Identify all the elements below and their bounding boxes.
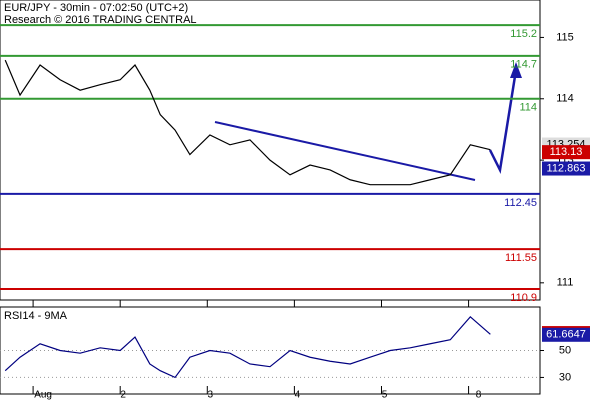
x-tick-label: 4: [295, 390, 301, 400]
price-label: 113.13: [550, 146, 583, 158]
x-tick-label: Aug: [34, 390, 52, 400]
y-tick-label: 50: [559, 344, 571, 356]
price-label-box: [542, 327, 590, 342]
price-label-box: [542, 161, 590, 176]
level-label: 114.7: [510, 59, 537, 71]
arrow-head: [510, 62, 522, 78]
price-line: [4, 59, 491, 186]
chart-subtitle: Research © 2016 TRADING CENTRAL: [4, 14, 197, 26]
chart-title: EUR/JPY - 30min - 07:02:50 (UTC+2): [4, 2, 188, 14]
x-tick-label: 2: [120, 390, 126, 400]
price-label: 61.6647: [546, 329, 586, 341]
x-tick-label: 8: [476, 390, 482, 400]
y-tick-label: 111: [557, 277, 574, 289]
trend-line: [214, 121, 476, 181]
level-label: 114: [519, 102, 537, 114]
forecast-arrow: [488, 69, 518, 175]
x-tick-label: 5: [382, 390, 388, 400]
price-line: [4, 315, 491, 379]
level-label: 110.9: [510, 292, 537, 304]
rsi-title: RSI14 - 9MA: [4, 310, 68, 322]
price-frame: [0, 0, 541, 301]
level-label: 112.45: [504, 197, 537, 209]
y-tick-label: 115: [556, 31, 574, 43]
y-tick-label: 114: [556, 93, 574, 105]
price-label-box: [542, 145, 590, 160]
y-tick-label: 30: [559, 371, 571, 383]
x-tick-label: 3: [208, 390, 214, 400]
level-label: 115.2: [510, 28, 537, 40]
price-label: 112.863: [547, 162, 586, 174]
level-label: 111.55: [505, 252, 537, 264]
